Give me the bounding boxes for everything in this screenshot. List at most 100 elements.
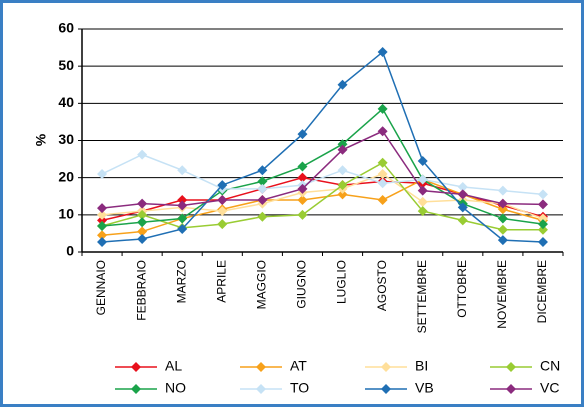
point <box>297 194 308 205</box>
point <box>497 235 508 246</box>
point <box>177 200 188 211</box>
point <box>137 233 148 244</box>
y-tick-label: 10 <box>58 206 74 222</box>
point <box>97 203 108 214</box>
series-line <box>101 130 543 209</box>
legend-marker <box>506 384 516 394</box>
point <box>257 183 268 194</box>
x-tick-label: OTTOBRE <box>455 260 469 318</box>
point <box>337 139 348 150</box>
point <box>137 198 148 209</box>
point <box>137 226 148 237</box>
x-tick-label: DICEMBRE <box>535 260 549 323</box>
legend-label: VC <box>540 380 559 396</box>
point <box>177 223 188 234</box>
legend-marker <box>256 362 266 372</box>
point <box>97 168 108 179</box>
point <box>297 161 308 172</box>
point <box>257 211 268 222</box>
y-axis-label: % <box>33 133 49 146</box>
legend-label: CN <box>540 358 560 374</box>
point <box>537 213 548 224</box>
legend-label: AL <box>165 358 182 374</box>
legend-label: BI <box>415 358 428 374</box>
x-tick-label: NOVEMBRE <box>495 260 509 329</box>
point <box>537 236 548 247</box>
point <box>97 220 108 231</box>
point <box>177 213 188 224</box>
x-tick-label: LUGLIO <box>335 260 349 304</box>
legend-marker <box>256 384 266 394</box>
point <box>337 189 348 200</box>
point <box>537 224 548 235</box>
y-tick-label: 30 <box>58 131 74 147</box>
legend-label: AT <box>290 358 307 374</box>
y-tick-label: 0 <box>66 243 74 259</box>
point <box>417 174 428 185</box>
point <box>417 185 428 196</box>
point <box>337 180 348 191</box>
legend-marker <box>131 384 141 394</box>
series-line <box>101 50 543 243</box>
point <box>497 213 508 224</box>
y-tick-label: 20 <box>58 168 74 184</box>
point <box>497 185 508 196</box>
point <box>377 168 388 179</box>
point <box>97 230 108 241</box>
point <box>457 202 468 213</box>
point <box>137 209 148 220</box>
point <box>497 224 508 235</box>
point <box>497 204 508 215</box>
y-tick-label: 60 <box>58 20 74 36</box>
series-line <box>101 173 544 220</box>
point <box>297 129 308 140</box>
point <box>377 103 388 114</box>
x-tick-label: SETTEMBRE <box>415 260 429 333</box>
point <box>217 180 228 191</box>
point <box>257 194 268 205</box>
x-tick-label: GIUGNO <box>295 260 309 309</box>
point <box>457 181 468 192</box>
y-tick-label: 50 <box>58 57 74 73</box>
point <box>337 144 348 155</box>
point <box>137 217 148 228</box>
point <box>377 126 388 137</box>
point <box>457 215 468 226</box>
point <box>497 198 508 209</box>
point <box>297 172 308 183</box>
x-tick-label: GENNAIO <box>94 260 108 315</box>
point <box>257 176 268 187</box>
legend-label: VB <box>415 380 434 396</box>
point <box>217 206 228 217</box>
point <box>537 199 548 210</box>
series-line <box>101 178 544 237</box>
x-tick-label: MAGGIO <box>255 260 269 309</box>
series-line <box>101 161 543 231</box>
point <box>377 47 388 58</box>
legend-marker <box>131 362 141 372</box>
point <box>417 155 428 166</box>
point <box>97 236 108 247</box>
point <box>217 219 228 230</box>
series-line <box>101 153 544 196</box>
point <box>377 194 388 205</box>
x-tick-label: AGOSTO <box>375 260 389 311</box>
series-line <box>101 107 544 227</box>
point <box>97 215 108 226</box>
point <box>257 165 268 176</box>
point <box>97 209 108 220</box>
legend-marker <box>381 384 391 394</box>
point <box>337 79 348 90</box>
x-tick-label: FEBBRAIO <box>134 260 148 321</box>
point <box>417 206 428 217</box>
point <box>297 183 308 194</box>
point <box>177 165 188 176</box>
point <box>377 157 388 168</box>
x-tick-label: MARZO <box>174 260 188 303</box>
point <box>377 178 388 189</box>
point <box>337 165 348 176</box>
legend-marker <box>506 362 516 372</box>
point <box>177 194 188 205</box>
point <box>537 219 548 230</box>
